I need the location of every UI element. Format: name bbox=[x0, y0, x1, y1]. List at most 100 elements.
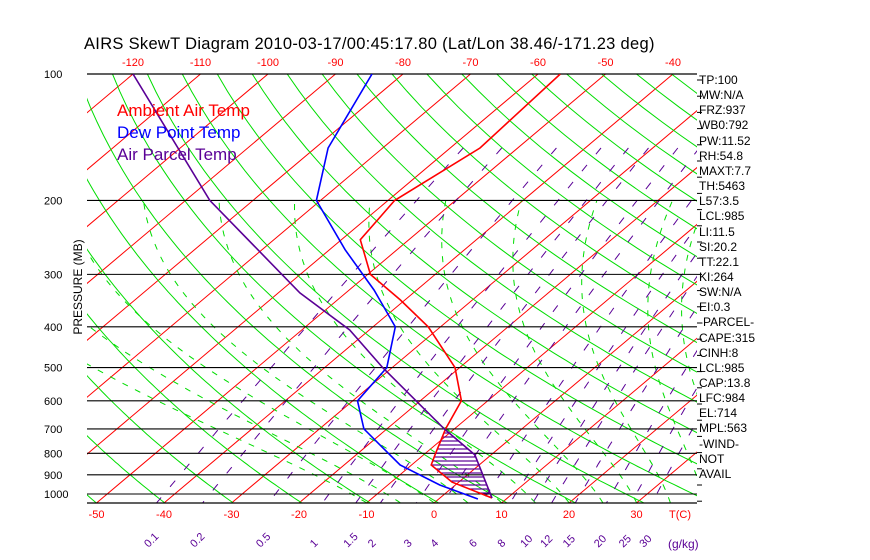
dry-adiabat-line bbox=[461, 74, 697, 258]
stat-label: LI:11.5 bbox=[699, 224, 735, 239]
top-temp-tick-label: -70 bbox=[463, 57, 479, 69]
mixing-ratio-tick-label: 2 bbox=[366, 537, 379, 550]
bottom-temp-tick-label: 30 bbox=[630, 509, 642, 521]
dry-adiabat-line bbox=[87, 178, 439, 503]
mixing-ratio-tick-label: 15 bbox=[561, 533, 578, 550]
isotherm-line bbox=[366, 223, 697, 503]
moist-adiabat-line bbox=[218, 200, 502, 503]
top-temp-tick-label: -120 bbox=[122, 57, 144, 69]
dry-adiabat-line bbox=[321, 74, 697, 373]
isotherm-line bbox=[636, 451, 697, 503]
pressure-tick-label: 400 bbox=[44, 322, 62, 334]
stat-label: TH:5463 bbox=[699, 179, 746, 194]
isotherm-line bbox=[231, 110, 697, 503]
legend-air-parcel-temp: Air Parcel Temp bbox=[117, 145, 237, 164]
isotherm-line bbox=[87, 74, 269, 228]
mixing-ratio-tick-label: 8 bbox=[496, 537, 509, 550]
dew-point-temp-line bbox=[315, 74, 479, 500]
mixing-ratio-line bbox=[268, 147, 557, 503]
isotherm-line bbox=[0, 74, 66, 503]
stat-label: KI:264 bbox=[699, 269, 734, 284]
moist-adiabat-line bbox=[647, 200, 697, 479]
bottom-temp-tick-label: 10 bbox=[495, 509, 507, 521]
stat-label: CINH:8 bbox=[699, 345, 739, 360]
isotherm-line bbox=[163, 74, 674, 503]
stat-label: MW:N/A bbox=[699, 88, 744, 103]
mixing-ratio-line bbox=[651, 420, 697, 503]
mixing-ratio-tick-label: 0.2 bbox=[188, 531, 207, 550]
mixing-ratio-tick-label: 12 bbox=[538, 533, 555, 550]
dry-adiabat-line bbox=[846, 74, 870, 503]
isotherm-line bbox=[298, 166, 697, 503]
mixing-ratio-tick-label: 20 bbox=[592, 533, 609, 550]
dry-adiabat-line bbox=[112, 74, 576, 503]
dry-adiabat-line bbox=[87, 374, 234, 503]
isotherm-line bbox=[568, 394, 697, 503]
moist-adiabat-line bbox=[142, 200, 469, 503]
bottom-temp-tick-label: -50 bbox=[89, 509, 105, 521]
stat-label: LCL:985 bbox=[699, 360, 745, 375]
isotherm-line bbox=[87, 74, 336, 285]
stat-label: LFC:984 bbox=[699, 391, 746, 406]
moist-adiabat-line bbox=[87, 363, 367, 503]
isotherm-line bbox=[87, 74, 134, 114]
stat-label: CAPE:315 bbox=[699, 330, 756, 345]
stat-label: PW:11.52 bbox=[699, 133, 751, 148]
moist-adiabat-line bbox=[87, 324, 401, 503]
stat-label: EL:714 bbox=[699, 406, 738, 421]
stat-label: MAXT:7.7 bbox=[699, 163, 752, 178]
pressure-tick-label: 200 bbox=[44, 195, 62, 207]
stat-label: TP:100 bbox=[699, 73, 738, 87]
dry-adiabat-line bbox=[391, 74, 697, 315]
mixing-ratio-tick-label: 0.1 bbox=[142, 531, 161, 550]
mixing-ratio-tick-label: 25 bbox=[617, 533, 634, 550]
bottom-temp-tick-label: 20 bbox=[563, 509, 575, 521]
stat-label: WB0:792 bbox=[699, 118, 749, 133]
dry-adiabat-line bbox=[0, 74, 28, 503]
dry-adiabat-line bbox=[636, 74, 697, 121]
pressure-tick-label: 500 bbox=[44, 363, 62, 375]
stat-label: -WIND- bbox=[699, 436, 739, 451]
top-temp-tick-label: -90 bbox=[328, 57, 344, 69]
stat-label: CAP:13.8 bbox=[699, 376, 751, 390]
stat-label: SI:20.2 bbox=[699, 239, 738, 254]
bottom-temp-tick-label: -40 bbox=[156, 509, 172, 521]
isotherm-line bbox=[433, 280, 697, 503]
isotherm-line bbox=[87, 74, 539, 455]
dry-adiabat-line bbox=[496, 74, 697, 230]
mixing-ratio-tick-label: 0.5 bbox=[254, 531, 273, 550]
pressure-tick-label: 700 bbox=[44, 424, 62, 436]
dry-adiabat-line bbox=[181, 74, 697, 497]
moist-adiabat-line bbox=[581, 200, 671, 503]
dry-adiabat-line bbox=[286, 74, 697, 403]
top-temp-tick-label: -80 bbox=[395, 57, 411, 69]
isotherm-line bbox=[87, 74, 201, 171]
bottom-temp-tick-label: -20 bbox=[291, 509, 307, 521]
mixing-ratio-tick-label: 6 bbox=[467, 537, 480, 550]
stat-label: AVAIL bbox=[699, 466, 732, 481]
dry-adiabat-line bbox=[87, 494, 97, 503]
pressure-tick-label: 600 bbox=[44, 396, 62, 408]
top-temp-tick-label: -40 bbox=[665, 57, 681, 69]
isotherm-line bbox=[87, 74, 404, 341]
dry-adiabat-line bbox=[741, 74, 870, 503]
chart-title: AIRS SkewT Diagram 2010-03-17/00:45:17.8… bbox=[84, 35, 655, 53]
pressure-tick-label: 300 bbox=[44, 269, 62, 281]
legend-dew-point-temp: Dew Point Temp bbox=[117, 123, 241, 142]
dry-adiabat-line bbox=[776, 74, 870, 503]
mixing-ratio-tick-label: 4 bbox=[428, 537, 441, 550]
moist-adiabat-line bbox=[681, 222, 697, 396]
pressure-tick-label: 900 bbox=[44, 470, 62, 482]
dry-adiabat-line bbox=[426, 74, 697, 286]
stat-label: NOT bbox=[699, 451, 725, 466]
top-temp-tick-label: -100 bbox=[257, 57, 279, 69]
legend-ambient-air-temp: Ambient Air Temp bbox=[117, 101, 250, 120]
mixing-ratio-tick-label: 1 bbox=[308, 537, 321, 550]
stat-label: EI:0.3 bbox=[699, 300, 731, 315]
dry-adiabat-line bbox=[87, 435, 166, 503]
stat-label: RH:54.8 bbox=[699, 148, 744, 163]
air-parcel-temp-line bbox=[132, 74, 493, 499]
moist-adiabat-line bbox=[441, 200, 604, 503]
dry-adiabat-line bbox=[216, 74, 697, 465]
